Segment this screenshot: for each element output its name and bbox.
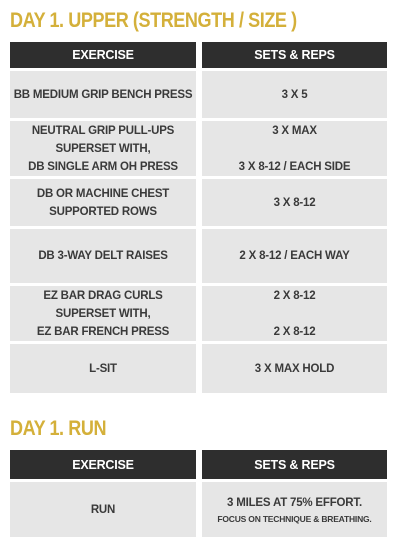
exercise-line: SUPPORTED ROWS: [49, 205, 157, 218]
upper-row-5-sets: 2 X 8-12 2 X 8-12: [202, 286, 387, 341]
run-header-exercise: EXERCISE: [10, 450, 196, 479]
exercise-line: DB 3-WAY DELT RAISES: [38, 250, 168, 262]
upper-row-2-exercise: NEUTRAL GRIP PULL-UPS SUPERSET WITH, DB …: [10, 121, 196, 176]
sets-line: 3 X MAX: [272, 124, 317, 137]
upper-row-3-sets: 3 X 8-12: [202, 179, 387, 226]
exercise-line: L-SIT: [89, 362, 117, 375]
sets-line: 2 X 8-12: [273, 289, 316, 302]
upper-header-exercise: EXERCISE: [10, 42, 196, 68]
exercise-line: SUPERSET WITH,: [55, 307, 151, 320]
run-row-1-sets: 3 MILES AT 75% EFFORT. FOCUS ON TECHNIQU…: [202, 482, 387, 537]
exercise-line: EZ BAR FRENCH PRESS: [36, 325, 170, 338]
upper-header-sets: SETS & REPS: [202, 42, 387, 68]
upper-row-4-sets: 2 X 8-12 / EACH WAY: [202, 229, 387, 283]
upper-table: EXERCISE SETS & REPS BB MEDIUM GRIP BENC…: [10, 42, 387, 393]
exercise-line: SUPERSET WITH,: [55, 142, 151, 155]
exercise-line: RUN: [90, 503, 116, 516]
run-table: EXERCISE SETS & REPS RUN 3 MILES AT 75% …: [10, 450, 387, 537]
upper-row-6-exercise: L-SIT: [10, 344, 196, 393]
upper-row-5-exercise: EZ BAR DRAG CURLS SUPERSET WITH, EZ BAR …: [10, 286, 196, 341]
upper-title: DAY 1. UPPER (STRENGTH / SIZE ): [10, 9, 297, 32]
upper-row-1-sets: 3 X 5: [202, 71, 387, 118]
upper-row-6-sets: 3 X MAX HOLD: [202, 344, 387, 393]
sets-line: 3 X 8-12: [273, 196, 316, 209]
sets-line: 3 X MAX HOLD: [254, 362, 335, 375]
sets-line: 3 MILES AT 75% EFFORT.: [227, 496, 362, 509]
run-row-1-exercise: RUN: [10, 482, 196, 537]
exercise-line: DB SINGLE ARM OH PRESS: [28, 160, 178, 173]
sets-line: 3 X 8-12 / EACH SIDE: [238, 160, 351, 173]
exercise-line: EZ BAR DRAG CURLS: [43, 289, 163, 302]
upper-row-3-exercise: DB OR MACHINE CHEST SUPPORTED ROWS: [10, 179, 196, 226]
run-title: DAY 1. RUN: [10, 417, 107, 440]
run-header-sets: SETS & REPS: [202, 450, 387, 479]
exercise-line: DB OR MACHINE CHEST: [36, 187, 170, 200]
sets-note: FOCUS ON TECHNIQUE & BREATHING.: [217, 513, 372, 524]
sets-line: 3 X 5: [281, 88, 308, 101]
upper-row-4-exercise: DB 3-WAY DELT RAISES: [10, 229, 196, 283]
upper-row-2-sets: 3 X MAX 3 X 8-12 / EACH SIDE: [202, 121, 387, 176]
sets-line: 2 X 8-12 / EACH WAY: [239, 250, 350, 262]
sets-line: 2 X 8-12: [273, 325, 316, 338]
upper-row-1-exercise: BB MEDIUM GRIP BENCH PRESS: [10, 71, 196, 118]
exercise-line: NEUTRAL GRIP PULL-UPS: [31, 124, 175, 137]
exercise-line: BB MEDIUM GRIP BENCH PRESS: [13, 88, 193, 101]
